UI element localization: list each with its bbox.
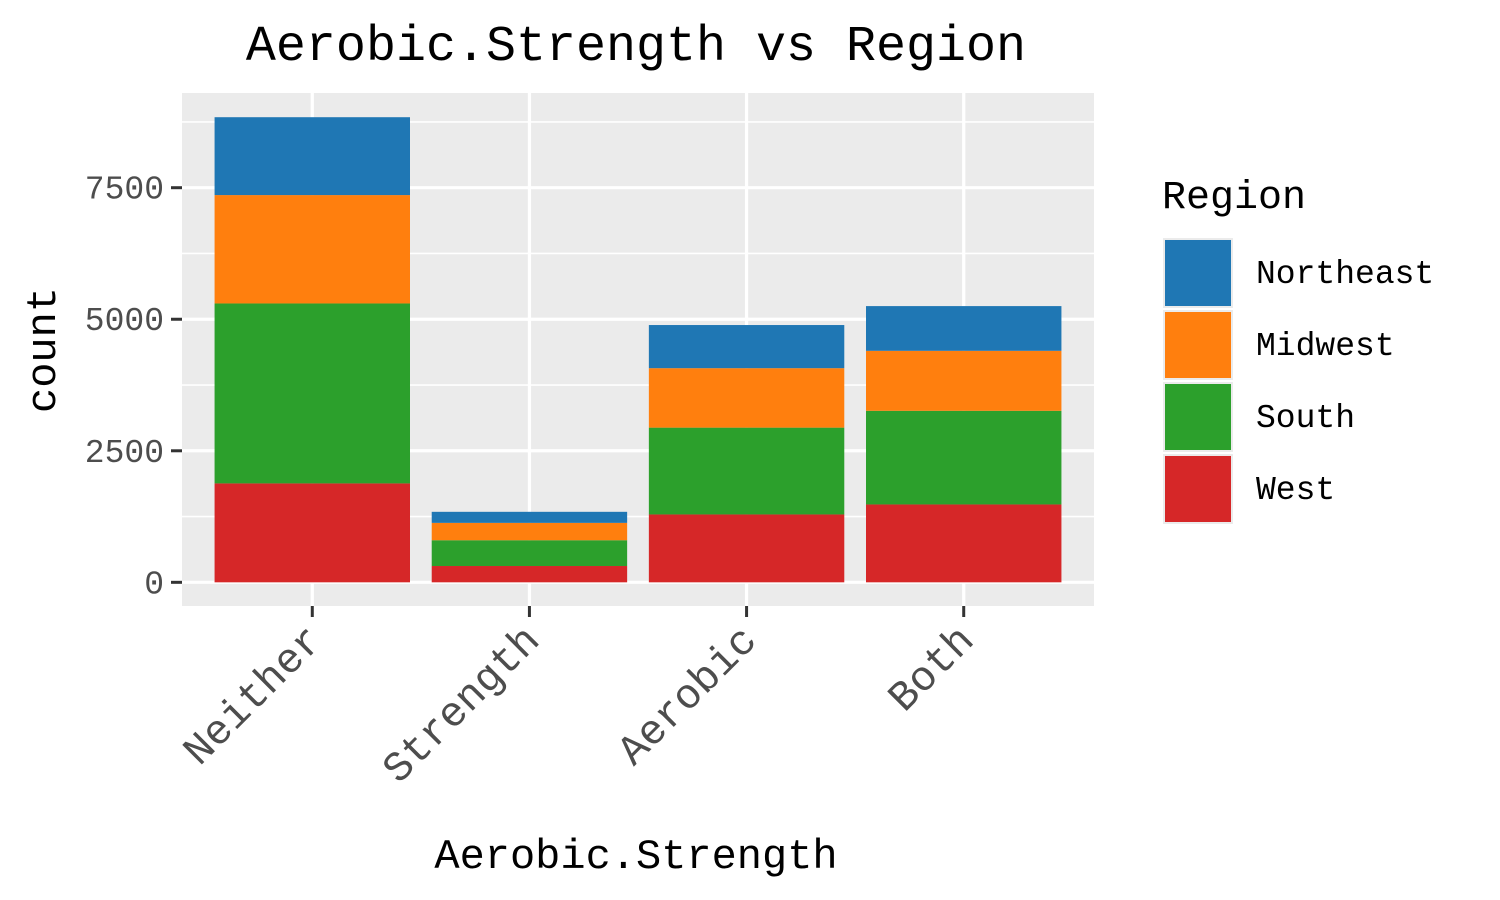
bar-aerobic-midwest — [648, 368, 845, 428]
bar-both-west — [866, 504, 1062, 583]
bar-aerobic-south — [648, 427, 845, 515]
bar-both-south — [866, 410, 1062, 505]
legend-label-northeast: Northeast — [1256, 256, 1434, 293]
legend-label-south: South — [1256, 400, 1355, 437]
bar-neither-west — [214, 483, 410, 583]
x-tick-label: Both — [880, 617, 985, 722]
legend-title: Region — [1162, 176, 1306, 221]
legend-items: Northeast Midwest South West — [1163, 238, 1434, 524]
bars — [214, 117, 1062, 583]
bar-strength-midwest — [431, 522, 628, 541]
y-tick-label: 0 — [144, 566, 164, 603]
legend-swatch-south — [1165, 384, 1231, 450]
legend-label-midwest: Midwest — [1256, 328, 1395, 365]
legend-label-west: West — [1256, 472, 1335, 509]
bar-both-midwest — [866, 350, 1062, 411]
bar-aerobic-northeast — [648, 325, 845, 369]
bar-both-northeast — [866, 306, 1062, 351]
legend-swatch-northeast — [1165, 240, 1231, 306]
y-tick-label: 7500 — [85, 172, 164, 209]
x-tick-label: Neither — [175, 617, 334, 776]
chart-title: Aerobic.Strength vs Region — [246, 19, 1026, 76]
x-tick-label: Strength — [374, 617, 551, 794]
x-tick-label: Aerobic — [609, 617, 768, 776]
y-tick-label: 5000 — [85, 303, 164, 340]
bar-strength-west — [431, 566, 628, 583]
legend: Region Northeast Midwest South West — [1162, 176, 1434, 524]
bar-neither-south — [214, 303, 410, 484]
bar-strength-south — [431, 540, 628, 567]
bar-neither-midwest — [214, 195, 410, 304]
x-axis-title: Aerobic.Strength — [434, 833, 837, 881]
bar-strength-northeast — [431, 511, 628, 523]
bar-aerobic-west — [648, 514, 845, 583]
legend-swatch-midwest — [1165, 312, 1231, 378]
bar-neither-northeast — [214, 117, 410, 196]
y-axis-title: count — [20, 287, 68, 413]
legend-swatch-west — [1165, 456, 1231, 522]
y-tick-label: 2500 — [85, 435, 164, 472]
